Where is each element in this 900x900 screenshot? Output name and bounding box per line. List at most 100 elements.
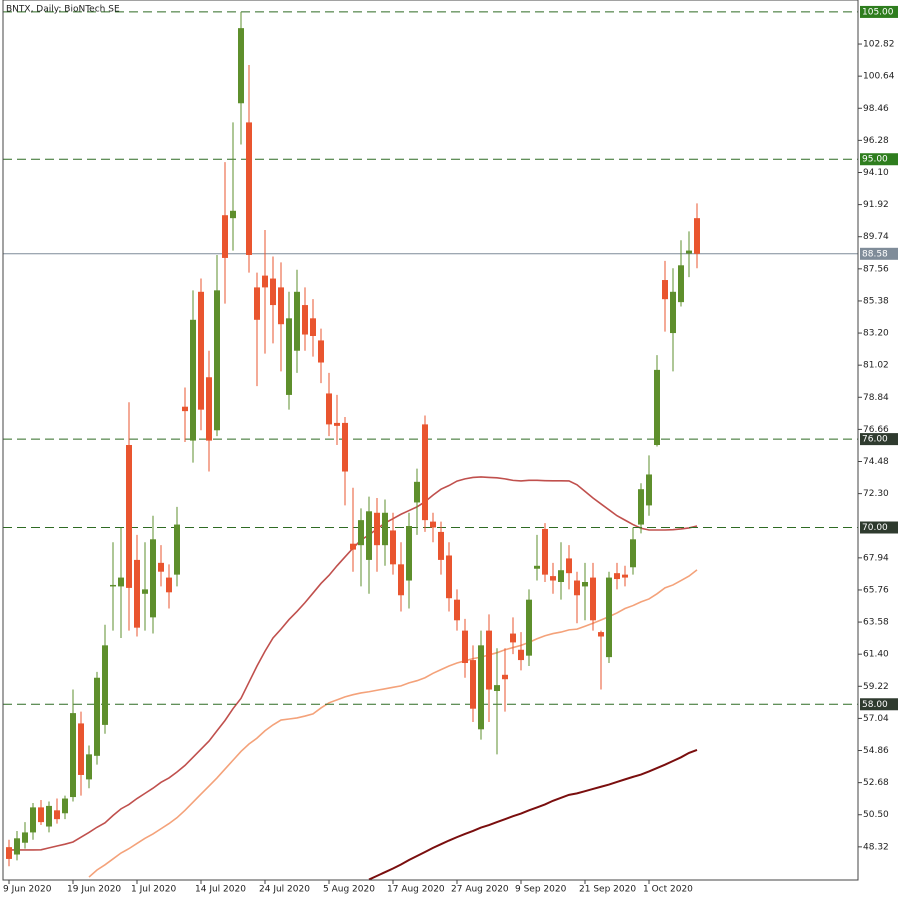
candle-body (214, 290, 220, 431)
y-tick-label: 98.46 (863, 104, 889, 114)
x-tick-label: 19 Jun 2020 (67, 885, 121, 895)
candle-body (182, 406, 188, 412)
y-tick-label: 59.22 (863, 682, 889, 692)
candle-body (270, 278, 276, 306)
x-tick-label: 9 Jun 2020 (3, 885, 52, 895)
candle-body (278, 287, 284, 325)
x-tick-label: 5 Aug 2020 (323, 885, 375, 895)
level-label: 95.00 (862, 155, 888, 165)
candle-body (638, 489, 644, 525)
candle-body (358, 520, 364, 546)
candle-body (198, 291, 204, 410)
candle-body (686, 250, 692, 254)
candle-body (414, 481, 420, 503)
candle-body (166, 577, 172, 593)
candle-body (558, 570, 564, 583)
plot-area (3, 11, 858, 880)
y-tick-label: 74.48 (863, 457, 889, 467)
y-tick-label: 65.76 (863, 585, 889, 595)
x-tick-label: 24 Jul 2020 (259, 885, 310, 895)
y-tick-label: 100.64 (863, 72, 895, 82)
y-tick-label: 61.40 (863, 650, 889, 660)
candle-body (54, 810, 60, 820)
candle-body (150, 539, 156, 618)
candle-body (238, 28, 244, 104)
candle-body (614, 573, 620, 580)
candle-body (158, 562, 164, 572)
candle-body (606, 577, 612, 658)
y-tick-label: 52.68 (863, 778, 889, 788)
candle-body (510, 633, 516, 643)
candle-body (102, 645, 108, 725)
candle-body (670, 291, 676, 334)
level-label: 70.00 (862, 523, 888, 533)
candle-body (550, 576, 556, 581)
candle-body (598, 632, 604, 637)
y-tick-label: 72.30 (863, 489, 889, 499)
level-label-bg (860, 698, 898, 711)
x-tick-label: 1 Oct 2020 (643, 885, 693, 895)
candle-body (326, 393, 332, 425)
candle-body (294, 291, 300, 351)
y-tick-label: 83.20 (863, 329, 889, 339)
moving-average (88, 569, 698, 878)
candle-body (446, 555, 452, 599)
candle-body (406, 526, 412, 581)
candle-body (390, 530, 396, 565)
candle-body (678, 265, 684, 303)
candle-body (350, 543, 356, 550)
candle-body (454, 599, 460, 621)
candle-body (246, 122, 252, 255)
level-label-bg (860, 521, 898, 534)
candle-body (62, 798, 68, 814)
plot-frame (2, 0, 859, 881)
candle-body (230, 210, 236, 219)
candle-body (38, 807, 44, 823)
candle-body (422, 424, 428, 521)
y-tick-label: 50.50 (863, 810, 889, 820)
candle-body (174, 524, 180, 575)
candle-body (262, 275, 268, 288)
candle-body (190, 319, 196, 441)
candle-body (78, 723, 84, 775)
candle-body (110, 584, 116, 587)
y-tick-label: 67.94 (863, 553, 889, 563)
y-tick-label: 78.84 (863, 393, 889, 403)
candle-body (374, 512, 380, 546)
candle-body (478, 645, 484, 730)
candle-body (6, 847, 12, 859)
y-tick-label: 91.92 (863, 200, 889, 210)
candle-body (366, 511, 372, 560)
x-tick-label: 21 Sep 2020 (579, 885, 636, 895)
candle-body (318, 340, 324, 363)
y-tick-label: 57.04 (863, 714, 889, 724)
price-label-bg (860, 247, 898, 260)
level-label: 58.00 (862, 700, 888, 710)
candle-body (126, 445, 132, 588)
candle-body (94, 677, 100, 756)
price-label: 88.58 (862, 249, 888, 259)
level-label: 105.00 (862, 7, 894, 17)
y-tick-label: 54.86 (863, 746, 889, 756)
y-tick-label: 89.74 (863, 232, 889, 242)
candle-body (438, 531, 444, 560)
candle-body (502, 674, 508, 680)
candle-body (542, 528, 548, 575)
x-tick-label: 9 Sep 2020 (515, 885, 567, 895)
candle-body (518, 649, 524, 661)
candle-body (470, 660, 476, 709)
y-tick-label: 48.32 (863, 842, 889, 852)
moving-average (368, 748, 698, 880)
candle-body (494, 685, 500, 692)
candle-body (86, 754, 92, 780)
candle-body (486, 630, 492, 690)
y-tick-label: 85.38 (863, 296, 889, 306)
y-tick-label: 94.10 (863, 168, 889, 178)
candle-body (46, 805, 52, 827)
candle-body (14, 838, 20, 855)
candle-body (622, 574, 628, 578)
candle-body (310, 318, 316, 337)
candle-body (222, 215, 228, 258)
